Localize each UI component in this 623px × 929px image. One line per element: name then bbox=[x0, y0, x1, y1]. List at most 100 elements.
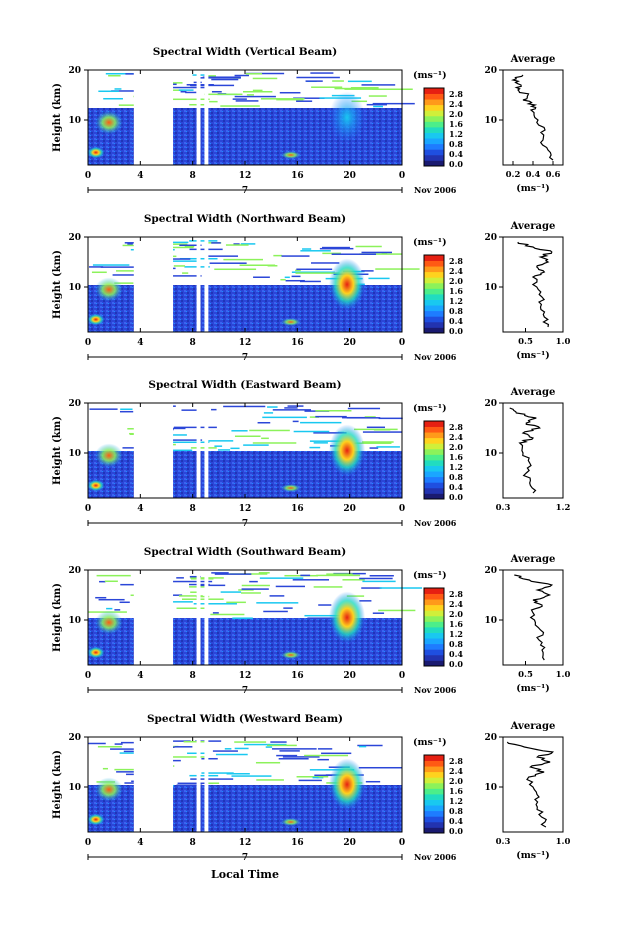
colorbar-tick-label: 2.8 bbox=[449, 422, 463, 432]
echo-streak bbox=[378, 417, 403, 420]
echo-streak bbox=[280, 278, 286, 281]
colorbar-tick-label: 1.2 bbox=[449, 129, 463, 139]
echo-streak bbox=[279, 91, 301, 94]
echo-streak bbox=[178, 595, 203, 597]
avg-x-tick-label: 0.6 bbox=[546, 170, 561, 180]
echo-streak bbox=[240, 243, 256, 245]
echo-streak bbox=[214, 268, 257, 271]
x-tick-label: 0 bbox=[399, 338, 405, 348]
data-gap bbox=[204, 70, 209, 165]
echo-streak bbox=[161, 449, 193, 452]
turbulence-patch bbox=[86, 813, 105, 826]
echo-streak bbox=[296, 100, 313, 102]
turbulence-patch bbox=[329, 91, 366, 144]
colorbar-swatch bbox=[424, 621, 444, 628]
echo-streak bbox=[276, 98, 304, 101]
avg-x-tick-label: 0.4 bbox=[526, 170, 541, 180]
echo-streak bbox=[211, 78, 239, 81]
colorbar-tick-label: 1.2 bbox=[449, 796, 463, 806]
echo-streak bbox=[218, 449, 231, 451]
echo-streak bbox=[209, 100, 218, 103]
colorbar-tick-label: 0.4 bbox=[449, 649, 463, 659]
echo-streak bbox=[295, 269, 301, 272]
echo-streak bbox=[319, 247, 354, 250]
colorbar-swatch bbox=[424, 310, 444, 317]
avg-x-tick-label: 0.5 bbox=[518, 670, 533, 680]
echo-streak bbox=[111, 90, 152, 92]
x-tick-label: 20 bbox=[343, 338, 356, 348]
turbulence-patch bbox=[329, 424, 366, 477]
colorbar-swatch bbox=[424, 299, 444, 306]
colorbar-swatch bbox=[424, 465, 444, 472]
echo-streak bbox=[199, 77, 241, 79]
colorbar-swatch bbox=[424, 99, 444, 106]
echo-streak bbox=[230, 447, 240, 450]
month-label: Nov 2006 bbox=[414, 185, 457, 195]
echo-streak bbox=[358, 745, 367, 748]
colorbar-swatch bbox=[424, 437, 444, 444]
y-tick-label: 10 bbox=[68, 449, 81, 459]
echo-streak bbox=[316, 574, 361, 577]
colorbar-tick-label: 0.0 bbox=[449, 826, 463, 836]
echo-streak bbox=[173, 426, 217, 429]
echo-streak bbox=[97, 745, 122, 748]
echo-streak bbox=[211, 572, 229, 574]
echo-streak bbox=[223, 405, 266, 408]
echo-streak bbox=[127, 243, 133, 245]
echo-streak bbox=[234, 95, 276, 98]
colorbar-swatch bbox=[424, 327, 444, 334]
echo-streak bbox=[110, 748, 149, 750]
y-axis-label: Height (km) bbox=[52, 83, 63, 152]
echo-streak bbox=[185, 91, 197, 94]
echo-streak bbox=[362, 441, 394, 443]
x-tick-label: 20 bbox=[343, 504, 356, 514]
echo-streak bbox=[206, 75, 216, 77]
colorbar-swatch bbox=[424, 794, 444, 800]
echo-streak bbox=[369, 447, 379, 449]
turbulence-patch bbox=[94, 110, 123, 135]
x-tick-label: 4 bbox=[137, 671, 143, 681]
echo-streak bbox=[226, 601, 246, 604]
turbulence-patch bbox=[280, 151, 301, 159]
echo-streak bbox=[220, 105, 260, 107]
echo-streak bbox=[283, 607, 293, 609]
average-title: Average bbox=[510, 554, 556, 565]
echo-streak bbox=[273, 254, 283, 257]
panel-title: Spectral Width (Southward Beam) bbox=[144, 546, 346, 558]
echo-streak bbox=[88, 742, 106, 745]
avg-x-tick-label: 0.5 bbox=[518, 337, 533, 347]
turbulence-patch bbox=[94, 277, 123, 302]
echo-streak bbox=[361, 587, 382, 589]
echo-streak bbox=[285, 279, 305, 282]
echo-streak bbox=[300, 250, 331, 252]
echo-streak bbox=[307, 617, 349, 619]
echo-streak bbox=[313, 586, 343, 588]
y-axis-label: Height (km) bbox=[52, 416, 63, 485]
echo-streak bbox=[235, 100, 259, 102]
echo-streak bbox=[258, 572, 270, 574]
echo-streak bbox=[108, 74, 121, 77]
echo-streak bbox=[189, 84, 235, 87]
echo-streak bbox=[223, 258, 264, 261]
y-tick-label: 20 bbox=[68, 399, 81, 409]
colorbar-tick-label: 2.4 bbox=[449, 99, 463, 109]
colorbar-swatch bbox=[424, 115, 444, 122]
x-tick-label: 12 bbox=[239, 671, 252, 681]
x-tick-label: 16 bbox=[291, 171, 304, 181]
colorbar-swatch bbox=[424, 271, 444, 278]
echo-streak bbox=[170, 275, 202, 277]
colorbar-tick-label: 0.8 bbox=[449, 806, 463, 816]
echo-streak bbox=[263, 610, 288, 613]
colorbar-swatch bbox=[424, 660, 444, 667]
echo-streak bbox=[278, 758, 309, 760]
echo-streak bbox=[293, 97, 325, 99]
colorbar-frame bbox=[423, 587, 445, 667]
date-label: 7 bbox=[242, 186, 248, 196]
echo-streak bbox=[378, 609, 416, 612]
echo-streak bbox=[92, 264, 130, 266]
echo-streak bbox=[243, 444, 269, 446]
colorbar-swatch bbox=[424, 316, 444, 323]
echo-streak bbox=[198, 584, 226, 587]
echo-streak bbox=[310, 72, 334, 74]
echo-streak bbox=[234, 435, 261, 438]
